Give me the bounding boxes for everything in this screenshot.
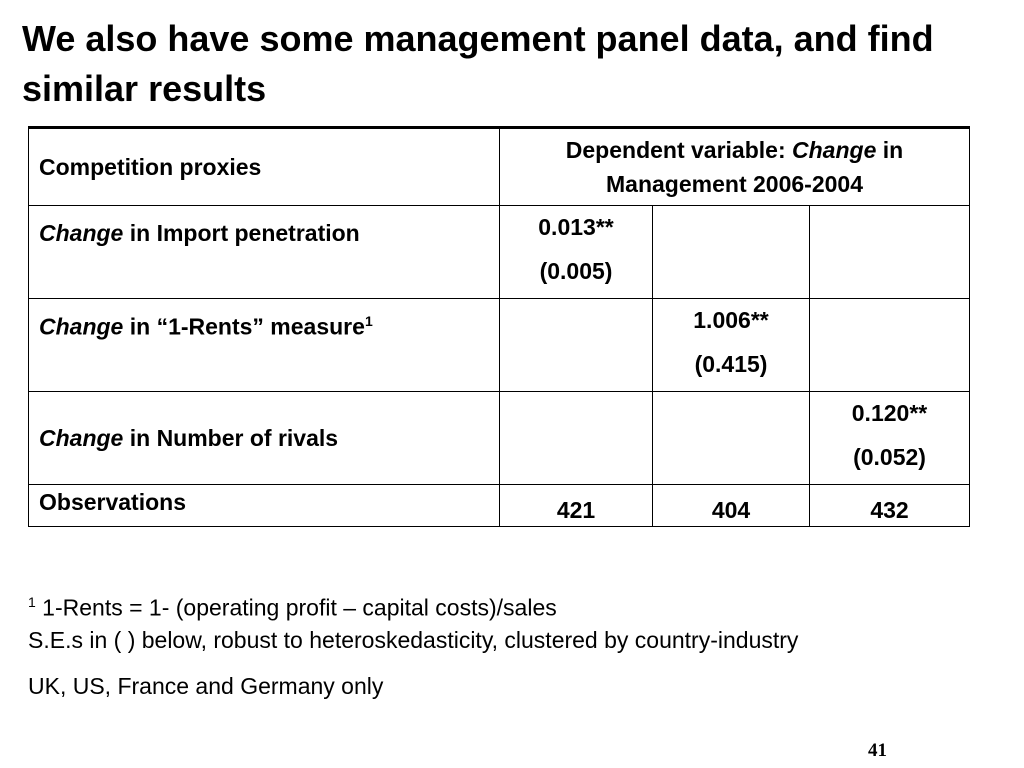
sample-note: UK, US, France and Germany only xyxy=(28,672,384,699)
coef-cell: 0.013** (0.005) xyxy=(499,205,653,299)
coef-value: 0.120** xyxy=(851,400,928,426)
coef-value: 0.013** xyxy=(538,214,614,240)
row-label-rents: Change in “1-Rents” measure1 xyxy=(28,298,500,392)
footnote-line: 1 1-Rents = 1- (operating profit – capit… xyxy=(28,586,1008,624)
header-dependent-variable: Dependent variable: Change in Management… xyxy=(499,126,970,206)
table-row: Change in Number of rivals 0.120** (0.05… xyxy=(28,391,970,485)
row-label-import: Change in Import penetration xyxy=(28,205,500,299)
coef-value: 1.006** xyxy=(693,307,769,333)
page-number: 41 xyxy=(868,740,887,761)
table-row: Change in “1-Rents” measure1 1.006** (0.… xyxy=(28,298,970,392)
observations-label: Observations xyxy=(28,484,500,527)
empty-cell xyxy=(809,205,970,299)
se-value: (0.005) xyxy=(539,258,613,284)
coef-cell: 1.006** (0.415) xyxy=(652,298,810,392)
se-value: (0.415) xyxy=(694,351,768,377)
empty-cell xyxy=(652,391,810,485)
dep-prefix: Dependent variable: xyxy=(565,137,793,163)
notes: 1 1-Rents = 1- (operating profit – capit… xyxy=(28,586,1008,702)
row-label-rivals: Change in Number of rivals xyxy=(28,391,500,485)
row-label-text: in Number of rivals xyxy=(123,424,339,451)
empty-cell xyxy=(652,205,810,299)
row-label-text: in “1-Rents” measure xyxy=(123,313,365,340)
dep-line2: Management 2006-2004 xyxy=(606,171,863,197)
footnote-ref: 1 xyxy=(364,313,373,329)
empty-cell xyxy=(499,298,653,392)
se-note: S.E.s in ( ) below, robust to heterosked… xyxy=(28,626,799,653)
empty-cell xyxy=(499,391,653,485)
dep-suffix: in xyxy=(876,137,904,163)
observations-value: 421 xyxy=(499,484,653,527)
slide-title: We also have some management panel data,… xyxy=(22,18,934,109)
observations-row: Observations 421 404 432 xyxy=(28,484,970,527)
table-header-row: Competition proxies Dependent variable: … xyxy=(28,126,970,206)
row-label-italic: Change xyxy=(39,313,124,340)
regression-table: Competition proxies Dependent variable: … xyxy=(28,126,970,527)
row-label-italic: Change xyxy=(39,220,124,246)
empty-cell xyxy=(809,298,970,392)
observations-value: 404 xyxy=(652,484,810,527)
observations-value: 432 xyxy=(809,484,970,527)
se-value: (0.052) xyxy=(853,444,926,470)
table-row: Change in Import penetration 0.013** (0.… xyxy=(28,205,970,299)
header-competition-proxies: Competition proxies xyxy=(28,126,500,206)
row-label-text: in Import penetration xyxy=(123,220,360,246)
footnote-text: 1-Rents = 1- (operating profit – capital… xyxy=(35,594,557,621)
footnote-marker: 1 xyxy=(28,594,36,610)
row-label-italic: Change xyxy=(39,424,124,451)
dep-italic: Change xyxy=(792,137,877,163)
coef-cell: 0.120** (0.052) xyxy=(809,391,970,485)
